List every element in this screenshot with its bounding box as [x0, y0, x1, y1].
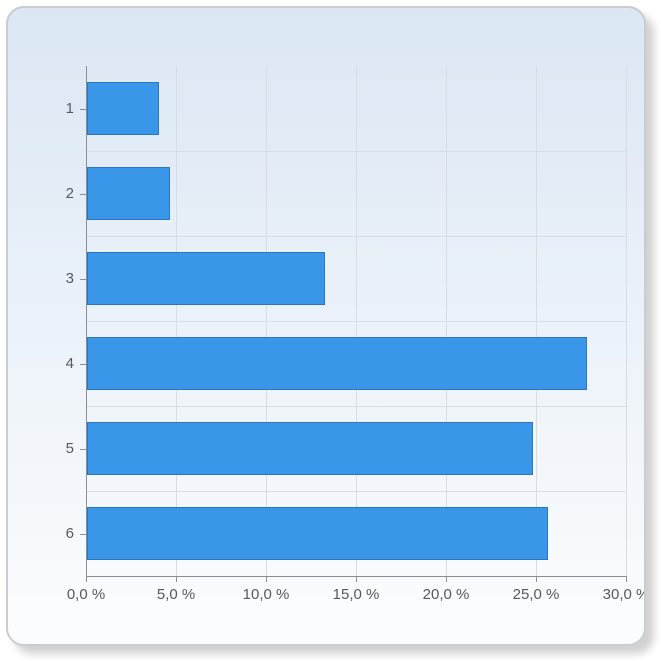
- card-border: [6, 6, 646, 646]
